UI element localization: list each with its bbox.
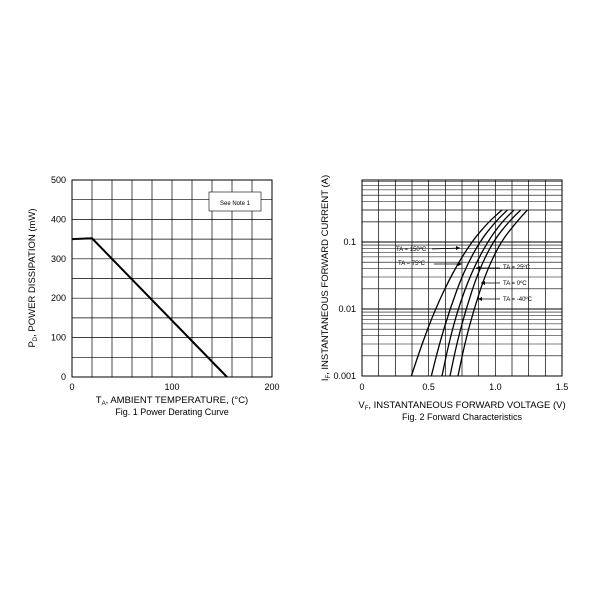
chart2-ylabel-sub: F <box>326 375 332 379</box>
chart1-caption: Fig. 1 Power Derating Curve <box>115 407 229 417</box>
chart1-derating-line <box>71 237 228 378</box>
chart2-label-arrowhead <box>478 297 482 301</box>
chart1-plot-frame <box>71 179 273 378</box>
chart2-curve <box>449 209 522 377</box>
chart1-note-box: See Note 1 <box>208 191 262 212</box>
chart2-grid <box>362 180 562 377</box>
chart1-x-tick-label: 0 <box>69 382 74 392</box>
chart2-label-arrow-line <box>431 247 461 250</box>
chart2-series-label: TA = 150ºC <box>396 246 427 253</box>
chart1-x-tick-label: 200 <box>264 382 279 392</box>
chart2-plot-frame <box>361 179 563 377</box>
chart1-y-tick-label: 100 <box>51 333 66 343</box>
chart2-curve <box>410 209 503 377</box>
chart2-y-axis-title: IF, INSTANTANEOUS FORWARD CURRENT (A) <box>320 175 332 381</box>
chart1-ylabel-sub: D <box>33 336 39 341</box>
chart2-x-tick-label: 0.5 <box>422 382 435 392</box>
chart1-y-ticks: 0 100 200 300 400 500 <box>51 175 66 382</box>
chart2-curve <box>430 209 508 377</box>
chart1-series <box>71 237 228 378</box>
chart1-y-tick-label: 200 <box>51 293 66 303</box>
chart1-x-tick-label: 100 <box>164 382 179 392</box>
chart2-x-axis-title: VF, INSTANTANEOUS FORWARD VOLTAGE (V) <box>358 400 565 412</box>
chart2-y-tick-label: 0.1 <box>343 237 356 247</box>
chart2-series <box>410 209 528 377</box>
chart2-ylabel-main: I <box>320 379 331 382</box>
chart1-y-tick-label: 300 <box>51 254 66 264</box>
chart2-x-ticks: 0 0.5 1.0 1.5 <box>359 382 568 392</box>
chart2-xlabel-rest: , INSTANTANEOUS FORWARD VOLTAGE (V) <box>368 400 565 411</box>
chart1-ylabel-rest: , POWER DISSIPATION (mW) <box>27 208 38 336</box>
chart2-xlabel-sub: F <box>365 406 369 412</box>
chart2-series-labels: TA = 150ºC TA = 75ºC TA = 25ºC TA = 0ºC TA =… <box>396 246 533 303</box>
chart2-curve <box>441 209 515 377</box>
chart2-series-label: TA = -40ºC <box>503 296 533 303</box>
chart2-x-tick-label: 1.0 <box>489 382 502 392</box>
chart2-label-arrowhead <box>458 262 462 266</box>
chart2-series-label: TA = 75ºC <box>398 260 426 267</box>
chart2-y-tick-label: 0.001 <box>333 371 356 381</box>
chart2-x-tick-label: 1.5 <box>556 382 569 392</box>
chart2-y-tick-label: 0.01 <box>338 304 356 314</box>
chart1-ylabel-main: P <box>27 341 38 347</box>
chart1-grid <box>72 180 272 377</box>
chart1-y-tick-label: 500 <box>51 175 66 185</box>
chart1-y-axis-title: PD, POWER DISSIPATION (mW) <box>27 208 39 347</box>
chart2-series-label: TA = 0ºC <box>503 280 527 287</box>
chart1-x-axis-title: TA, AMBIENT TEMPERATURE, (°C) <box>96 395 248 407</box>
chart1-y-tick-label: 400 <box>51 214 66 224</box>
chart2-y-ticks: 0.1 0.01 0.001 <box>333 237 356 381</box>
chart2-label-arrowhead <box>456 246 460 250</box>
chart2-caption: Fig. 2 Forward Characteristics <box>402 412 523 422</box>
chart1-note-text: See Note 1 <box>220 201 251 207</box>
chart2-series-label: TA = 25ºC <box>503 264 531 271</box>
chart1-xlabel-rest: , AMBIENT TEMPERATURE, (°C) <box>106 395 249 406</box>
chart2-x-tick-label: 0 <box>359 382 364 392</box>
chart2-label-arrowhead <box>476 266 480 270</box>
chart1-x-ticks: 0 100 200 <box>69 382 279 392</box>
chart2-xlabel-main: V <box>358 400 365 411</box>
chart1-xlabel-sub: A <box>102 401 106 407</box>
chart2-ylabel-rest: , INSTANTANEOUS FORWARD CURRENT (A) <box>320 175 331 375</box>
chart1-xlabel-main: T <box>96 395 102 406</box>
forward-characteristics-chart: TA = 150ºC TA = 75ºC TA = 25ºC TA = 0ºC TA =… <box>320 175 568 422</box>
chart1-y-tick-label: 0 <box>61 372 66 382</box>
chart2-label-arrowhead <box>481 281 485 285</box>
chart1-note-frame <box>208 191 262 212</box>
chart2-curve <box>457 209 528 377</box>
